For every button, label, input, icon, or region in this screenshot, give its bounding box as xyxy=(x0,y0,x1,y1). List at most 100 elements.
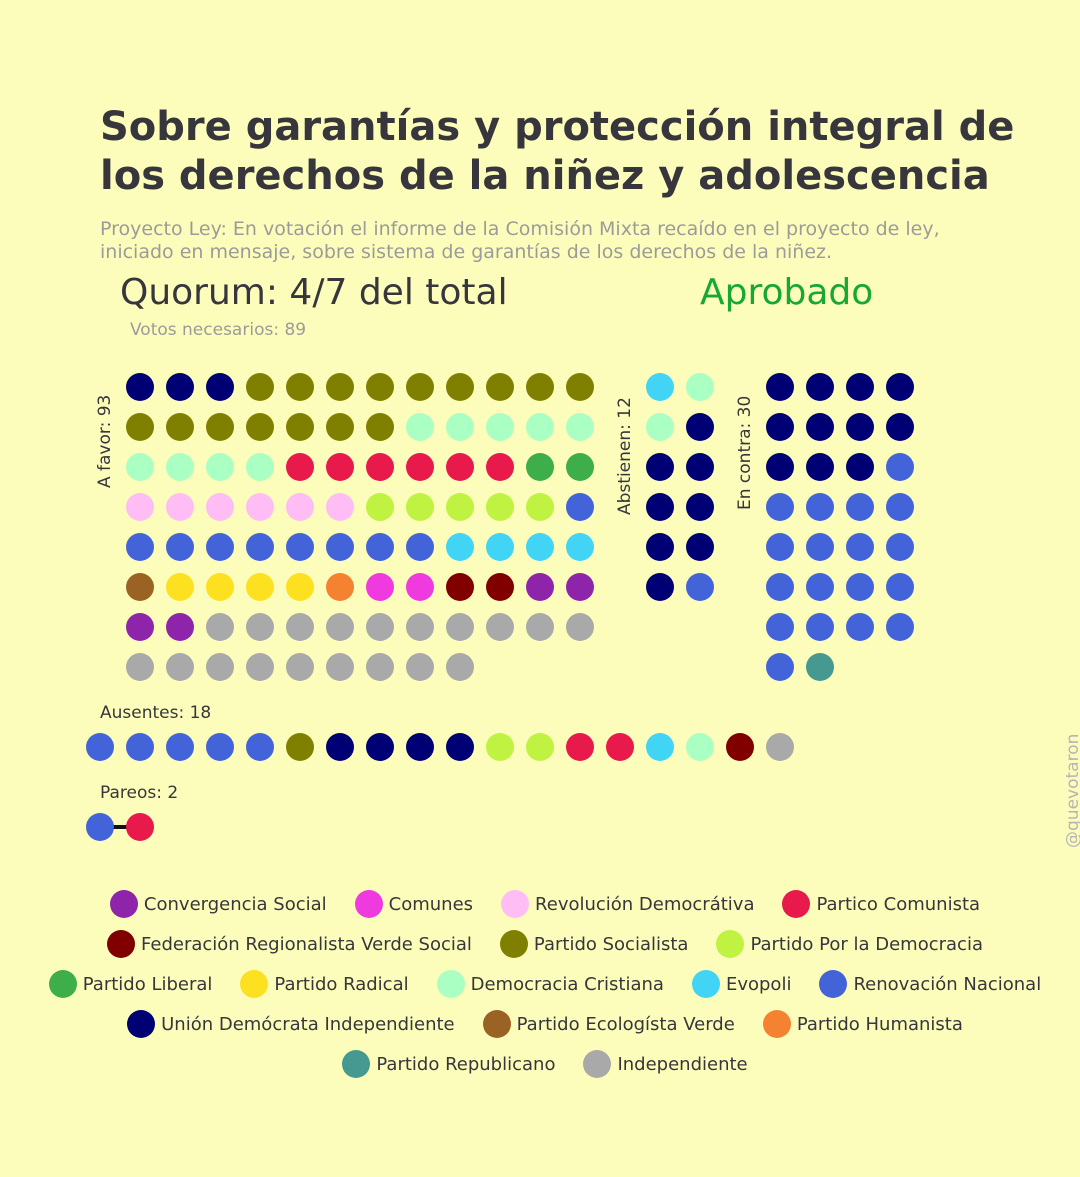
vote-dot-favor-com xyxy=(406,573,434,601)
vote-dot-favor-com xyxy=(366,573,394,601)
vote-dot-favor-rn xyxy=(126,533,154,561)
vote-dot-abstienen-udi xyxy=(686,533,714,561)
vote-dot-abstienen-udi xyxy=(686,493,714,521)
legend-swatch xyxy=(782,890,811,918)
legend-label: Partido Socialista xyxy=(533,933,689,955)
vote-dot-favor-ind xyxy=(406,653,434,681)
vote-dot-favor-frvs xyxy=(486,573,514,601)
legend-item-rn: Renovación Nacional xyxy=(819,970,1041,998)
vote-dot-contra-rn xyxy=(766,653,794,681)
vote-dot-favor-ind xyxy=(166,653,194,681)
vote-dot-favor-ind xyxy=(446,653,474,681)
vote-dot-favor-pr xyxy=(166,573,194,601)
vote-dot-contra-rn xyxy=(766,613,794,641)
vote-dot-abstienen-udi xyxy=(646,493,674,521)
vote-dot-favor-rn xyxy=(366,533,394,561)
legend-item-ph: Partido Humanista xyxy=(762,1010,963,1038)
vote-dot-favor-dc xyxy=(446,413,474,441)
vote-dot-favor-rn xyxy=(166,533,194,561)
vote-dot-ausentes-udi xyxy=(366,733,394,761)
vote-dot-favor-pr xyxy=(246,573,274,601)
vote-dot-favor-rd xyxy=(286,493,314,521)
vote-dot-favor-ind xyxy=(366,653,394,681)
vote-dot-favor-ppd xyxy=(526,493,554,521)
legend-swatch xyxy=(583,1050,612,1078)
legend-swatch xyxy=(354,890,383,918)
vote-dot-ausentes-udi xyxy=(326,733,354,761)
favor-group-label: A favor: 93 xyxy=(95,394,115,488)
vote-dot-favor-cs xyxy=(166,613,194,641)
legend-label: Independiente xyxy=(617,1053,748,1075)
vote-dot-favor-ppd xyxy=(446,493,474,521)
legend-item-udi: Unión Demócrata Independiente xyxy=(127,1010,455,1038)
vote-dot-favor-ps xyxy=(366,373,394,401)
legend-swatch xyxy=(48,970,77,998)
vote-dot-favor-rd xyxy=(206,493,234,521)
legend-item-pc: Partico Comunista xyxy=(782,890,980,918)
vote-dot-contra-rn xyxy=(886,573,914,601)
legend-item-evo: Evopoli xyxy=(691,970,792,998)
vote-dot-favor-dc xyxy=(126,453,154,481)
vote-dot-contra-udi xyxy=(886,413,914,441)
vote-dot-abstienen-udi xyxy=(686,413,714,441)
vote-dot-favor-udi xyxy=(126,373,154,401)
legend-item-ind: Independiente xyxy=(583,1050,748,1078)
vote-dot-favor-ind xyxy=(326,613,354,641)
legend-label: Democracia Cristiana xyxy=(470,973,664,995)
vote-dot-favor-rd xyxy=(326,493,354,521)
legend-swatch xyxy=(240,970,269,998)
legend-label: Revolución Democrátiva xyxy=(535,893,755,915)
vote-dot-favor-dc xyxy=(526,413,554,441)
vote-dot-favor-dc xyxy=(566,413,594,441)
vote-dot-favor-ps xyxy=(286,373,314,401)
vote-dot-favor-ppd xyxy=(366,493,394,521)
vote-dot-favor-rd xyxy=(126,493,154,521)
vote-dot-ausentes-pc xyxy=(606,733,634,761)
legend-item-pev: Partido Ecologísta Verde xyxy=(482,1010,735,1038)
vote-dot-ausentes-ppd xyxy=(526,733,554,761)
legend-label: Partido Liberal xyxy=(82,973,213,995)
vote-dot-favor-ph xyxy=(326,573,354,601)
vote-dot-favor-ps xyxy=(326,413,354,441)
vote-dot-favor-ind xyxy=(486,613,514,641)
legend-label: Partido Humanista xyxy=(796,1013,963,1035)
vote-dot-contra-udi xyxy=(806,373,834,401)
vote-dot-contra-udi xyxy=(846,373,874,401)
vote-dot-favor-ind xyxy=(566,613,594,641)
vote-dot-favor-rn xyxy=(326,533,354,561)
vote-dot-contra-udi xyxy=(846,413,874,441)
legend-item-rd: Revolución Democrátiva xyxy=(501,890,754,918)
vote-dot-contra-rn xyxy=(806,493,834,521)
vote-dot-ausentes-udi xyxy=(406,733,434,761)
vote-dot-favor-rn xyxy=(206,533,234,561)
vote-dot-contra-udi xyxy=(806,413,834,441)
legend-label: Unión Demócrata Independiente xyxy=(161,1013,455,1035)
vote-dot-contra-rep xyxy=(806,653,834,681)
vote-dot-favor-pl xyxy=(526,453,554,481)
vote-dot-favor-ind xyxy=(286,653,314,681)
legend-label: Comunes xyxy=(388,893,474,915)
legend-label: Partico Comunista xyxy=(816,893,981,915)
vote-dot-contra-rn xyxy=(846,493,874,521)
vote-dot-favor-rn xyxy=(246,533,274,561)
legend-item-com: Comunes xyxy=(354,890,474,918)
chart-subtitle: Proyecto Ley: En votación el informe de … xyxy=(100,218,940,263)
vote-dot-favor-ps xyxy=(446,373,474,401)
vote-dot-abstienen-dc xyxy=(686,373,714,401)
legend-label: Evopoli xyxy=(725,973,792,995)
vote-dot-contra-udi xyxy=(766,413,794,441)
vote-dot-favor-cs xyxy=(126,613,154,641)
vote-dot-ausentes-rn xyxy=(126,733,154,761)
vote-dot-favor-evo xyxy=(486,533,514,561)
vote-dot-favor-ps xyxy=(526,373,554,401)
absent-group-label: Ausentes: 18 xyxy=(100,703,212,723)
vote-dot-abstienen-udi xyxy=(646,533,674,561)
vote-dot-contra-udi xyxy=(846,453,874,481)
vote-dot-favor-pc xyxy=(446,453,474,481)
vote-dot-favor-ppd xyxy=(406,493,434,521)
legend-label: Partido Republicano xyxy=(376,1053,556,1075)
vote-dot-favor-pl xyxy=(566,453,594,481)
vote-dot-contra-rn xyxy=(846,533,874,561)
vote-dot-ausentes-rn xyxy=(206,733,234,761)
legend-swatch xyxy=(109,890,138,918)
